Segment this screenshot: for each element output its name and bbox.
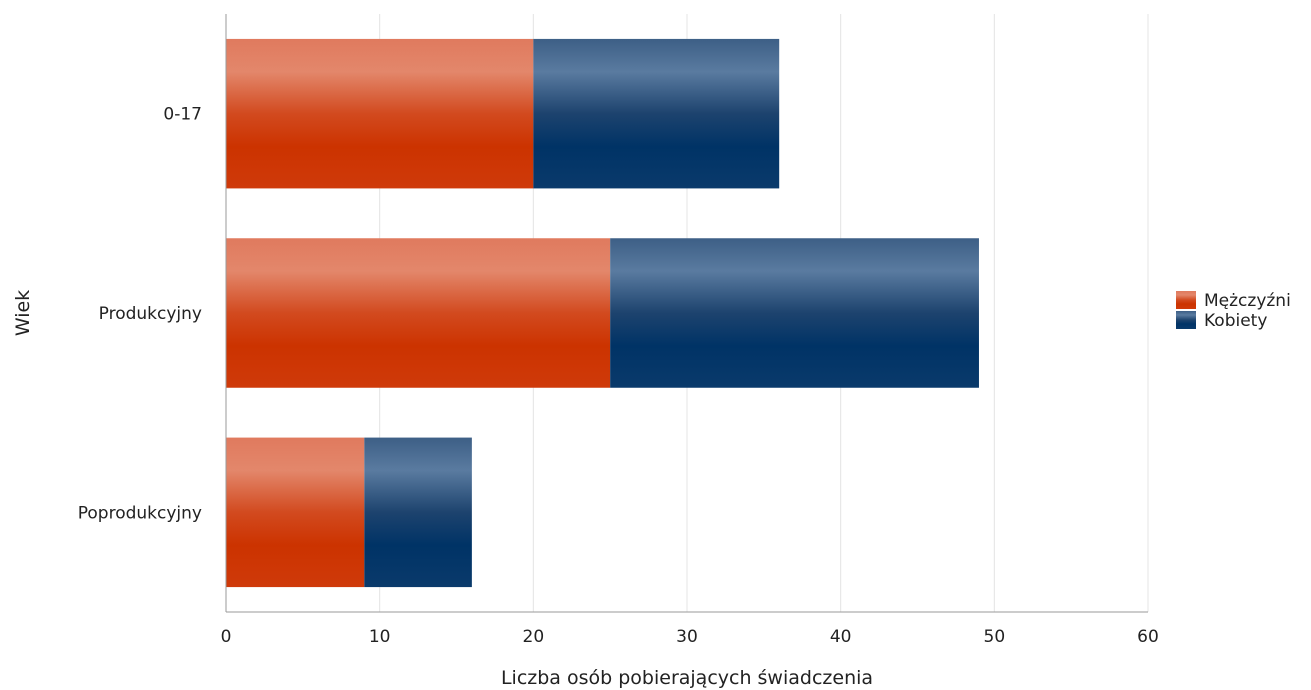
x-tick-label-0: 0 xyxy=(221,627,232,647)
category-label-0: 0-17 xyxy=(163,105,202,125)
bar-women-0 xyxy=(533,38,780,189)
x-tick-label-10: 10 xyxy=(369,627,391,647)
bar-men-0 xyxy=(226,38,534,189)
x-tick-labels: 0 10 20 30 40 50 60 xyxy=(221,627,1159,647)
legend-swatch-women xyxy=(1176,311,1196,329)
category-label-2: Poprodukcyjny xyxy=(78,503,202,523)
x-tick-label-30: 30 xyxy=(676,627,698,647)
x-tick-label-50: 50 xyxy=(984,627,1006,647)
x-axis-title: Liczba osób pobierających świadczenia xyxy=(501,667,873,689)
bar-men-2 xyxy=(226,437,365,588)
category-label-1: Produkcyjny xyxy=(99,304,202,324)
bars xyxy=(226,38,979,588)
x-tick-label-20: 20 xyxy=(523,627,545,647)
legend-label-men: Mężczyźni xyxy=(1204,291,1291,311)
axes xyxy=(225,14,1148,613)
bar-women-1 xyxy=(610,238,979,388)
legend-swatch-men xyxy=(1176,291,1196,309)
category-labels: 0-17 Produkcyjny Poprodukcyjny xyxy=(78,105,202,524)
x-tick-label-60: 60 xyxy=(1137,627,1159,647)
legend-label-women: Kobiety xyxy=(1204,311,1267,331)
x-tick-label-40: 40 xyxy=(830,627,852,647)
y-axis-title: Wiek xyxy=(12,290,34,336)
bar-women-2 xyxy=(364,437,472,588)
bar-men-1 xyxy=(226,238,611,388)
